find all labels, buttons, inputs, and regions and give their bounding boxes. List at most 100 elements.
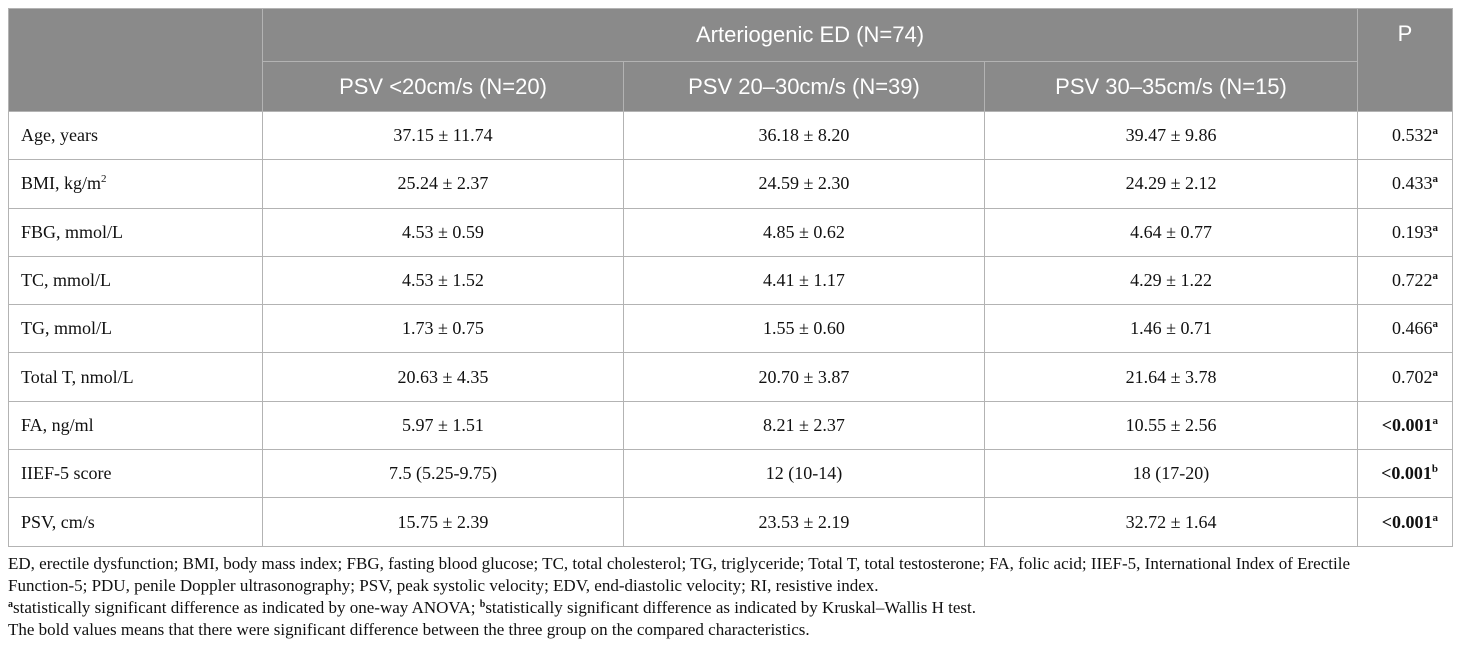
cell-group-1: 15.75 ± 2.39 <box>262 497 624 547</box>
cell-group-2: 8.21 ± 2.37 <box>623 400 985 451</box>
row-label: PSV, cm/s <box>8 497 263 547</box>
cell-group-3: 39.47 ± 9.86 <box>983 110 1359 161</box>
p-value: <0.001 <box>1381 511 1433 532</box>
row-label: IIEF-5 score <box>8 449 263 499</box>
table-row: Total T, nmol/L 20.63 ± 4.35 20.70 ± 3.87 2… <box>8 352 1454 402</box>
row-label: FBG, mmol/L <box>8 207 263 257</box>
footnote-b-marker: b <box>479 598 486 610</box>
p-value: 0.722 <box>1392 270 1433 291</box>
cell-group-1: 7.5 (5.25-9.75) <box>262 449 624 499</box>
footnote-abbreviations-line-1: ED, erectile dysfunction; BMI, body mass… <box>8 553 1350 573</box>
p-value-superscript: a <box>1432 414 1439 427</box>
p-value: 0.466 <box>1392 318 1433 339</box>
row-label-text: FA, ng/ml <box>21 414 94 435</box>
cell-group-1: 25.24 ± 2.37 <box>262 159 624 209</box>
column-header-psv-lt20: PSV <20cm/s (N=20) <box>262 61 624 112</box>
cell-group-2: 23.53 ± 2.19 <box>623 497 985 547</box>
table-row: FBG, mmol/L 4.53 ± 0.59 4.85 ± 0.62 4.64 ± … <box>8 207 1454 257</box>
p-value-cell: <0.001b <box>1357 449 1454 499</box>
cell-group-2: 12 (10-14) <box>623 449 985 499</box>
p-value-cell: 0.433a <box>1357 159 1454 209</box>
row-label: Age, years <box>8 110 263 161</box>
cell-group-3: 21.64 ± 3.78 <box>983 352 1359 402</box>
cell-group-3: 18 (17-20) <box>983 449 1359 499</box>
cell-group-3: 4.29 ± 1.22 <box>983 255 1359 306</box>
row-label: Total T, nmol/L <box>8 352 263 402</box>
cell-group-2: 36.18 ± 8.20 <box>623 110 985 161</box>
p-value: <0.001 <box>1381 463 1432 484</box>
row-label: FA, ng/ml <box>8 400 263 451</box>
cell-group-3: 24.29 ± 2.12 <box>983 159 1359 209</box>
row-label-text: IIEF-5 score <box>21 463 112 484</box>
p-header: P <box>1357 8 1454 112</box>
cell-group-1: 37.15 ± 11.74 <box>262 110 624 161</box>
row-label-text: TG, mmol/L <box>21 318 112 339</box>
table-row: Age, years 37.15 ± 11.74 36.18 ± 8.20 39.47… <box>8 110 1454 161</box>
table-row: FA, ng/ml 5.97 ± 1.51 8.21 ± 2.37 10.55 ± 2… <box>8 400 1454 451</box>
row-label-text: PSV, cm/s <box>21 511 95 532</box>
group-header: Arteriogenic ED (N=74) <box>261 8 1359 62</box>
table-row: TG, mmol/L 1.73 ± 0.75 1.55 ± 0.60 1.46 ± 0… <box>8 304 1454 354</box>
cell-group-1: 5.97 ± 1.51 <box>262 400 624 451</box>
cell-group-1: 1.73 ± 0.75 <box>262 304 624 354</box>
table-body: Age, years 37.15 ± 11.74 36.18 ± 8.20 39.47… <box>8 110 1454 547</box>
p-value: 0.702 <box>1392 366 1433 387</box>
table-header: Arteriogenic ED (N=74) P PSV <20cm/s (N=… <box>8 8 1454 112</box>
row-label-text: Age, years <box>21 125 98 146</box>
cell-group-3: 1.46 ± 0.71 <box>983 304 1359 354</box>
row-label-text: Total T, nmol/L <box>21 366 134 387</box>
data-table: Arteriogenic ED (N=74) P PSV <20cm/s (N=… <box>8 8 1454 547</box>
table-row: BMI, kg/m2 25.24 ± 2.37 24.59 ± 2.30 24.29 … <box>8 159 1454 209</box>
table-row: IIEF-5 score 7.5 (5.25-9.75) 12 (10-14) 18 … <box>8 449 1454 499</box>
cell-group-3: 4.64 ± 0.77 <box>983 207 1359 257</box>
table-row: TC, mmol/L 4.53 ± 1.52 4.41 ± 1.17 4.29 ± 1… <box>8 255 1454 306</box>
p-value-cell: 0.532a <box>1357 110 1454 161</box>
cell-group-1: 4.53 ± 0.59 <box>262 207 624 257</box>
p-value-superscript: a <box>1432 173 1439 186</box>
p-value-cell: 0.702a <box>1357 352 1454 402</box>
cell-group-2: 4.85 ± 0.62 <box>623 207 985 257</box>
p-value: 0.532 <box>1392 125 1433 146</box>
cell-group-2: 20.70 ± 3.87 <box>623 352 985 402</box>
cell-group-1: 20.63 ± 4.35 <box>262 352 624 402</box>
p-value-superscript: a <box>1432 318 1439 331</box>
table-container: Arteriogenic ED (N=74) P PSV <20cm/s (N=… <box>8 8 1454 641</box>
p-value-superscript: a <box>1432 366 1439 379</box>
table-row: PSV, cm/s 15.75 ± 2.39 23.53 ± 2.19 32.72 ±… <box>8 497 1454 547</box>
row-label: TG, mmol/L <box>8 304 263 354</box>
cell-group-2: 24.59 ± 2.30 <box>623 159 985 209</box>
cell-group-3: 32.72 ± 1.64 <box>983 497 1359 547</box>
column-header-psv-20-30: PSV 20–30cm/s (N=39) <box>623 61 985 112</box>
row-label-text: TC, mmol/L <box>21 270 111 291</box>
table-footnotes: ED, erectile dysfunction; BMI, body mass… <box>8 553 1452 641</box>
p-value-cell: 0.722a <box>1357 255 1454 306</box>
row-label-text: BMI, kg/m <box>21 173 102 194</box>
p-value: 0.193 <box>1392 221 1433 242</box>
row-label-superscript: 2 <box>101 173 107 186</box>
column-header-psv-30-35: PSV 30–35cm/s (N=15) <box>983 61 1359 112</box>
p-value: 0.433 <box>1392 173 1433 194</box>
p-value-superscript: b <box>1431 463 1439 476</box>
p-value-superscript: a <box>1432 221 1439 234</box>
footnote-bold-note: The bold values means that there were si… <box>8 619 810 639</box>
cell-group-2: 4.41 ± 1.17 <box>623 255 985 306</box>
footnote-a-text: statistically significant difference as … <box>13 597 480 617</box>
p-value-cell: 0.193a <box>1357 207 1454 257</box>
cell-group-1: 4.53 ± 1.52 <box>262 255 624 306</box>
p-value: <0.001 <box>1381 414 1433 435</box>
footnote-b-text: statistically significant difference as … <box>485 597 977 617</box>
p-value-cell: 0.466a <box>1357 304 1454 354</box>
footnote-significance: astatistically significant difference as… <box>8 597 1452 619</box>
row-label: BMI, kg/m2 <box>8 159 263 209</box>
footnote-a-marker: a <box>8 598 13 610</box>
row-label: TC, mmol/L <box>8 255 263 306</box>
p-value-superscript: a <box>1432 511 1439 524</box>
footnote-abbreviations-line-2: Function-5; PDU, penile Doppler ultrason… <box>8 575 879 595</box>
cell-group-2: 1.55 ± 0.60 <box>623 304 985 354</box>
corner-header-cell <box>8 8 263 112</box>
p-value-cell: <0.001a <box>1357 400 1454 451</box>
row-label-text: FBG, mmol/L <box>21 221 124 242</box>
cell-group-3: 10.55 ± 2.56 <box>983 400 1359 451</box>
p-value-superscript: a <box>1432 270 1439 283</box>
p-value-superscript: a <box>1432 125 1439 138</box>
